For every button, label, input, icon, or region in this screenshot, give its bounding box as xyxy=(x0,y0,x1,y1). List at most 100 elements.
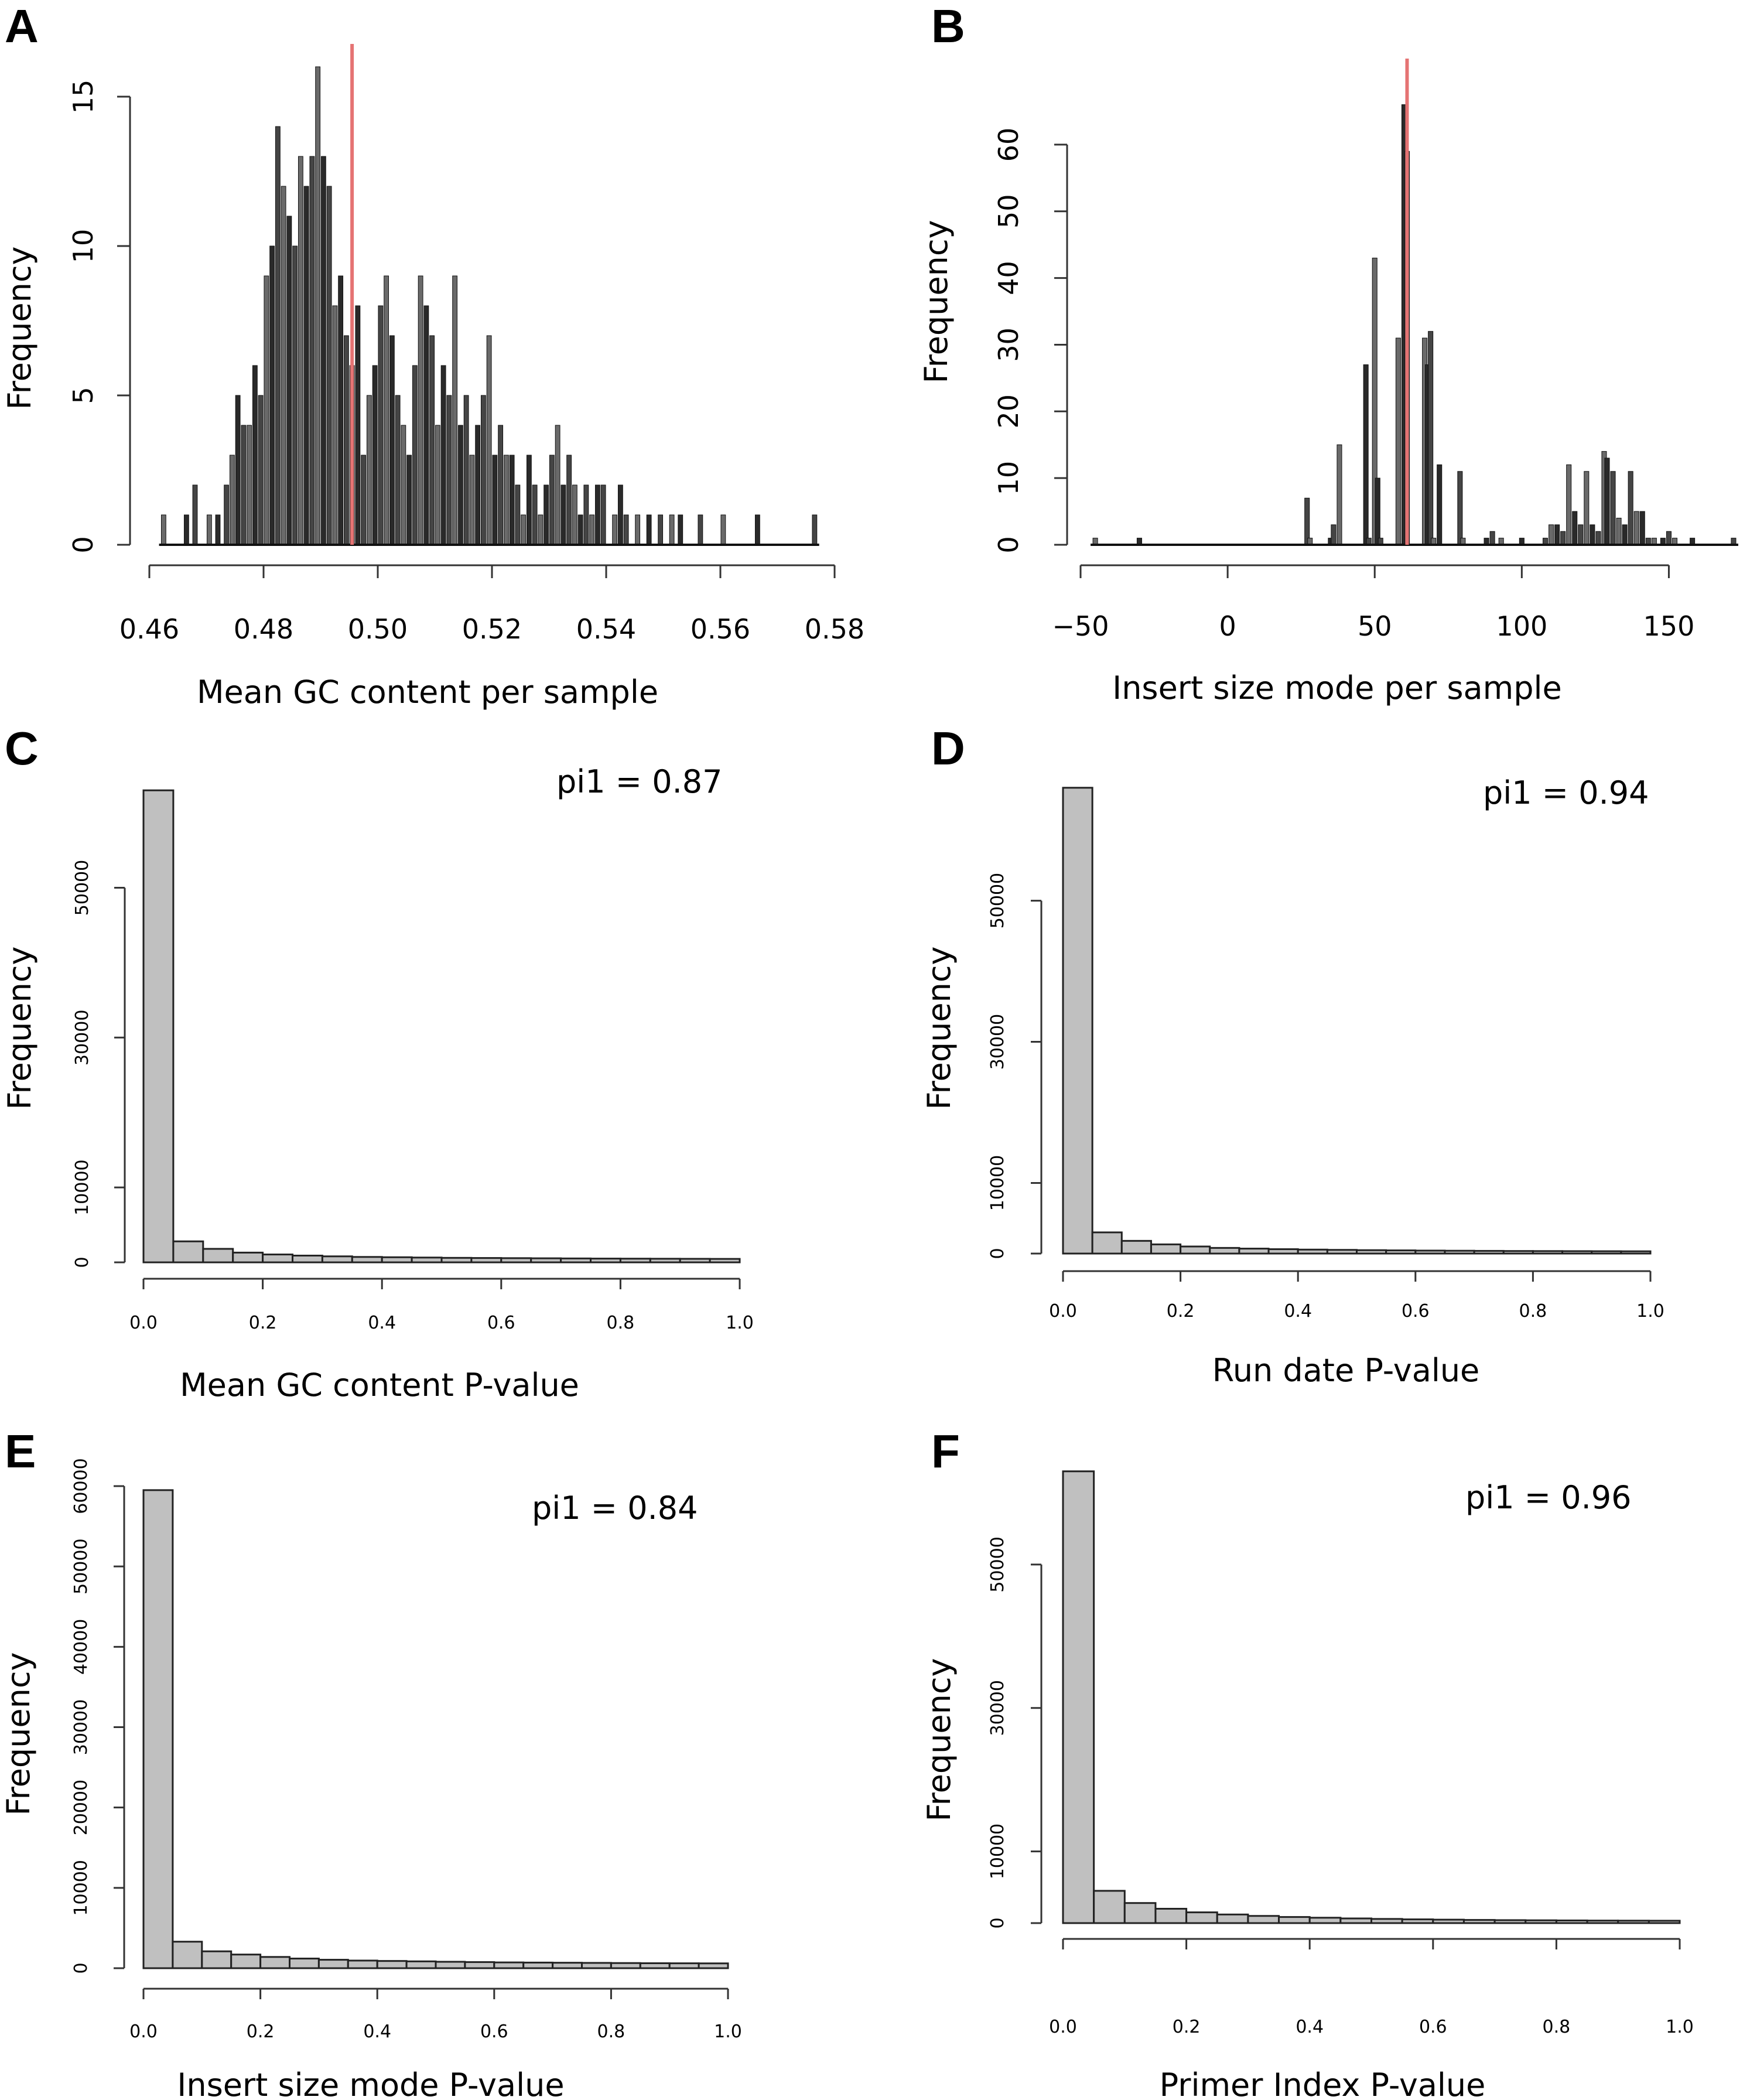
histogram-bar xyxy=(201,1950,233,1969)
histogram-bar xyxy=(549,455,555,545)
histogram-bar xyxy=(1385,1249,1417,1255)
histogram-bar xyxy=(526,455,532,545)
y-tick-label: 50000 xyxy=(72,860,93,916)
histogram-bar xyxy=(1502,1250,1534,1255)
histogram-bar xyxy=(1414,1249,1446,1255)
histogram-bar xyxy=(411,1256,443,1264)
histogram-bar xyxy=(452,275,458,545)
histogram-bar xyxy=(669,514,675,545)
histogram-bar xyxy=(309,156,315,545)
histogram-bar xyxy=(1473,1249,1505,1255)
histogram-bar xyxy=(275,126,281,545)
histogram-bar xyxy=(560,484,566,545)
histogram-bar xyxy=(1532,1250,1564,1255)
bars xyxy=(1062,787,1652,1255)
histogram-bar xyxy=(224,484,230,545)
histogram-bar xyxy=(338,275,344,545)
histogram-bar xyxy=(384,275,389,545)
x-tick-label: 0.0 xyxy=(129,2022,158,2042)
pi1-annotation: pi1 = 0.96 xyxy=(1465,1479,1631,1516)
histogram-bar xyxy=(320,156,326,545)
histogram-bar xyxy=(522,1961,554,1969)
histogram-bar xyxy=(332,305,338,545)
histogram-bar xyxy=(754,514,760,545)
x-tick-label: 0.2 xyxy=(249,1313,277,1333)
y-tick-label: 0 xyxy=(72,1256,93,1268)
histogram-bar xyxy=(1432,1918,1465,1924)
histogram-bar xyxy=(1154,1908,1188,1924)
panel-letter: F xyxy=(931,1425,960,1477)
histogram-bar xyxy=(610,1962,641,1969)
histogram-bar xyxy=(351,1256,383,1264)
histogram-bar xyxy=(172,1240,204,1264)
y-axis-title: Frequency xyxy=(1,947,38,1110)
x-tick-label: 0.52 xyxy=(462,613,522,645)
histogram-bar xyxy=(429,335,435,545)
histogram-bar xyxy=(1123,1902,1157,1924)
y-tick-label: 20 xyxy=(993,394,1024,429)
y-tick-label: 30000 xyxy=(71,1699,91,1755)
x-tick-label: 0.46 xyxy=(119,613,179,645)
y-tick-label: 60 xyxy=(993,128,1024,162)
y-tick-label: 60000 xyxy=(71,1458,91,1514)
histogram-bar xyxy=(1604,457,1610,545)
histogram-bar xyxy=(1326,1249,1358,1255)
x-axis-title: Mean GC content P-value xyxy=(180,1367,579,1404)
y-axis-title: Frequency xyxy=(921,1658,958,1822)
x-tick-label: 0.48 xyxy=(234,613,293,645)
histogram-bar xyxy=(532,484,538,545)
y-axis-title: Frequency xyxy=(921,947,958,1110)
histogram-bar xyxy=(286,216,292,545)
histogram-bar xyxy=(423,305,429,545)
histogram-bar xyxy=(1628,471,1633,545)
histogram-bar xyxy=(381,1256,413,1264)
histogram-bar xyxy=(1278,1916,1311,1924)
y-axis-title: Frequency xyxy=(918,220,955,384)
histogram-bar xyxy=(269,245,275,545)
histogram-bar xyxy=(1666,531,1672,545)
x-tick-label: 0.2 xyxy=(1167,1301,1195,1322)
y-tick-label: 40 xyxy=(993,261,1024,295)
histogram-bar xyxy=(1428,331,1434,545)
x-axis: −50 0 50 100 150 xyxy=(1052,564,1694,642)
histogram-bar xyxy=(235,395,241,545)
histogram-bar xyxy=(1555,1919,1588,1924)
y-tick-label: 10 xyxy=(993,461,1024,496)
histogram-bar xyxy=(412,365,418,545)
histogram-bar xyxy=(463,395,469,545)
histogram-bar xyxy=(361,455,367,545)
histogram-bar xyxy=(142,789,175,1264)
histogram-bar xyxy=(247,425,252,545)
histogram-bar xyxy=(572,484,577,545)
histogram-bar xyxy=(470,1257,503,1264)
x-axis: 0.0 0.2 0.4 0.6 0.8 1.0 xyxy=(129,1988,742,2042)
histogram-bar xyxy=(1247,1915,1280,1924)
histogram-bar xyxy=(658,514,664,545)
histogram-bar xyxy=(1180,1245,1211,1255)
y-tick-label: 40000 xyxy=(71,1619,91,1675)
histogram-bar xyxy=(192,484,198,545)
x-tick-label: 1.0 xyxy=(726,1313,754,1333)
histogram-bar xyxy=(617,484,623,545)
x-tick-label: 0.4 xyxy=(1284,1301,1312,1322)
x-axis: 0.0 0.2 0.4 0.6 0.8 1.0 xyxy=(129,1278,754,1333)
histogram-bar xyxy=(590,1258,621,1264)
histogram-bar xyxy=(372,365,378,545)
histogram-bar xyxy=(500,1257,532,1264)
histogram-bar xyxy=(1591,1250,1622,1255)
histogram-bar xyxy=(142,1489,174,1969)
histogram-bar xyxy=(1622,524,1628,545)
histogram-bar xyxy=(1560,531,1566,545)
histogram-bar xyxy=(160,514,166,545)
histogram-bar xyxy=(1339,1917,1373,1924)
x-tick-label: 0.2 xyxy=(247,2022,275,2042)
histogram-bar xyxy=(1525,1919,1557,1924)
histogram-bar xyxy=(1572,511,1578,545)
histogram-bar xyxy=(446,395,452,545)
histogram-bar xyxy=(812,514,818,545)
histogram-bar xyxy=(292,1254,323,1264)
histogram-bar xyxy=(555,425,560,545)
histogram-bar xyxy=(326,186,332,545)
histogram-bar xyxy=(315,66,321,545)
bars xyxy=(160,66,818,545)
